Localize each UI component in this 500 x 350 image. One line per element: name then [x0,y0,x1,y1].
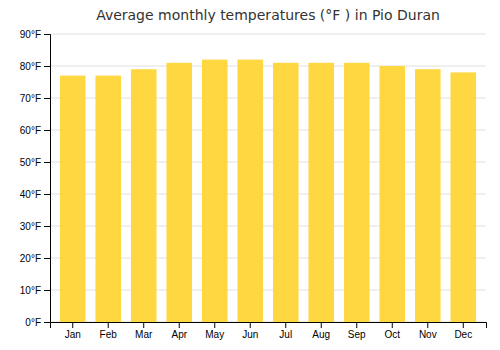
bar [95,76,121,322]
y-tick-label: 60°F [20,125,41,136]
y-tick: 20°F [20,253,50,264]
x-tick-label: Jan [65,329,81,340]
y-tick-label: 50°F [20,157,41,168]
x-tick: May [205,322,224,340]
chart: 0°F 10°F 20°F 30°F 40°F 50°F 60°F 70°F 80°F 90°F J… [0,0,500,350]
y-tick-mark [44,34,50,35]
x-tick: Oct [384,322,400,340]
bar [415,69,441,322]
y-tick: 30°F [20,221,50,232]
x-tick-label: Apr [171,329,187,340]
y-tick-label: 80°F [20,61,41,72]
y-tick-label: 10°F [20,285,41,296]
x-tick-label: Feb [100,329,118,340]
y-tick-mark [44,130,50,131]
y-tick-label: 40°F [20,189,41,200]
y-tick-label: 70°F [20,93,41,104]
y-tick-mark [44,66,50,67]
bar [344,63,370,322]
x-tick-mark [285,322,286,328]
bar [202,60,228,322]
x-tick-mark [179,322,180,328]
x-tick-mark [214,322,215,328]
x-tick-label: Sep [348,329,366,340]
x-tick-label: Oct [384,329,400,340]
x-tick: Feb [100,322,118,340]
grid-line [50,34,486,35]
bar [131,69,157,322]
y-tick-mark [44,290,50,291]
x-tick-label: Dec [454,329,472,340]
bar [273,63,299,322]
bars [60,60,476,322]
y-tick: 10°F [20,285,50,296]
x-tick-mark [392,322,393,328]
x-tick-mark [427,322,428,328]
bar [237,60,263,322]
bar [379,66,405,322]
x-tick: Jun [242,322,258,340]
x-tick-mark [143,322,144,328]
x-tick-label: Mar [135,329,153,340]
x-tick: Apr [171,322,187,340]
y-axis-line [44,35,51,323]
y-tick-label: 0°F [25,317,41,328]
y-tick: 0°F [25,317,50,328]
x-tick-mark [463,322,464,328]
x-tick-mark [250,322,251,328]
y-tick: 50°F [20,157,50,168]
grid [50,34,486,322]
bar [450,72,476,322]
x-tick-mark [356,322,357,328]
x-tick-label: May [205,329,224,340]
bar [308,63,334,322]
x-axis: Jan Feb Mar Apr May Jun Jul Aug Sep Oct Nov Dec [51,322,487,340]
x-tick: Jul [279,322,292,340]
x-axis-line [51,323,487,329]
x-tick: Jan [65,322,81,340]
x-tick-label: Aug [312,329,330,340]
x-tick: Nov [419,322,437,340]
y-tick-mark [44,194,50,195]
y-tick: 90°F [20,29,50,40]
y-tick: 80°F [20,61,50,72]
x-tick-mark [72,322,73,328]
x-tick: Aug [312,322,330,340]
y-tick: 70°F [20,93,50,104]
x-tick-label: Jul [279,329,292,340]
x-tick-mark [108,322,109,328]
y-tick-label: 20°F [20,253,41,264]
x-tick-mark [321,322,322,328]
y-tick-mark [44,226,50,227]
x-tick-label: Jun [242,329,258,340]
y-tick: 40°F [20,189,50,200]
bar [60,76,86,322]
x-tick-label: Nov [419,329,437,340]
y-tick-mark [44,258,50,259]
y-axis: 0°F 10°F 20°F 30°F 40°F 50°F 60°F 70°F 80°F 90°F [20,29,51,328]
y-tick-mark [44,98,50,99]
x-tick: Mar [135,322,153,340]
y-tick-mark [44,162,50,163]
y-tick: 60°F [20,125,50,136]
grid-line [50,66,486,67]
y-tick-label: 90°F [20,29,41,40]
y-tick-mark [44,322,50,323]
title: Average monthly temperatures (°F ) in Pi… [96,7,440,23]
x-tick: Dec [454,322,472,340]
x-tick: Sep [348,322,366,340]
bar [166,63,192,322]
y-tick-label: 30°F [20,221,41,232]
plot: 0°F 10°F 20°F 30°F 40°F 50°F 60°F 70°F 80°F 90°F J… [20,29,487,340]
